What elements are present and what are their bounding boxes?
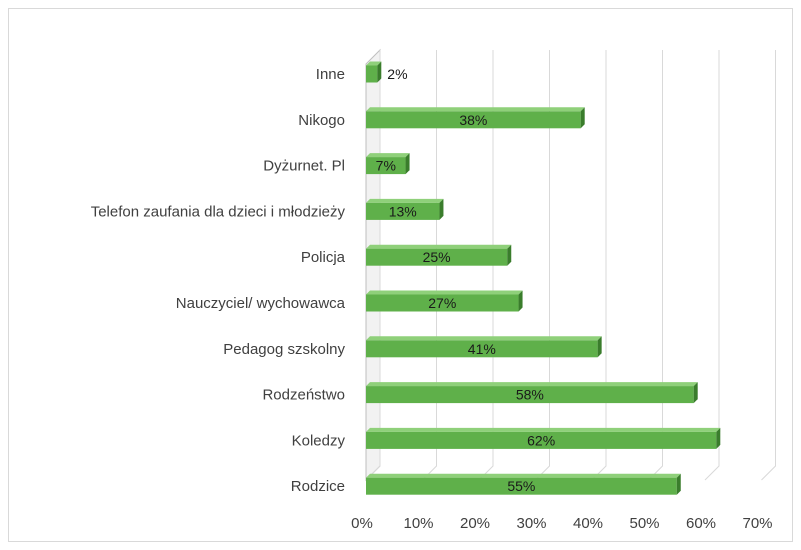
bar — [366, 202, 440, 220]
bar-side — [597, 336, 602, 358]
bar-group: 7% — [366, 153, 410, 175]
bar-side — [377, 61, 382, 83]
x-tick-label: 0% — [351, 515, 373, 532]
x-tick-label: 60% — [686, 515, 716, 532]
bar-side — [439, 198, 444, 220]
bar — [366, 294, 519, 312]
bar-side — [580, 107, 585, 129]
x-tick-labels: 0% 10% 20% 30% 40% 50% 60% 70% — [351, 515, 772, 532]
bar-group: 25% — [366, 244, 512, 266]
bar — [366, 431, 717, 449]
category-label: Telefon zaufania dla dzieci i młodzieży — [91, 203, 346, 220]
bar-top — [366, 153, 410, 158]
bar-group: 62% — [366, 427, 721, 449]
bar — [366, 477, 677, 495]
bar-group: 27% — [366, 290, 523, 312]
bar-top — [366, 427, 721, 432]
bar-value-label: 62% — [527, 432, 555, 448]
bar-value-label: 2% — [387, 66, 407, 82]
bar-group: 38% — [366, 107, 585, 129]
bar-top — [366, 244, 512, 249]
x-tick-label: 30% — [516, 515, 546, 532]
gridline — [648, 50, 663, 481]
category-label: Rodzice — [291, 478, 345, 495]
x-tick-label: 20% — [460, 515, 490, 532]
category-label: Koledzy — [292, 432, 346, 449]
bar-value-label: 7% — [376, 158, 396, 174]
bar-group: 55% — [366, 473, 681, 495]
bar — [366, 386, 694, 404]
gridline — [761, 50, 776, 481]
bar-value-label: 41% — [468, 341, 496, 357]
bar-value-label: 55% — [507, 478, 535, 494]
bar — [366, 340, 598, 358]
bar — [366, 157, 406, 175]
x-tick-label: 50% — [629, 515, 659, 532]
x-tick-label: 10% — [403, 515, 433, 532]
bar-top — [366, 61, 382, 66]
gridline — [704, 50, 720, 481]
chart-frame — [8, 8, 793, 542]
bar-top — [366, 107, 585, 112]
category-label: Pedagog szskolny — [223, 341, 345, 358]
bar — [366, 65, 378, 83]
bar-value-label: 25% — [423, 249, 451, 265]
bar-group: 13% — [366, 198, 444, 220]
category-label: Policja — [301, 249, 346, 266]
bar-value-label: 38% — [459, 112, 487, 128]
category-label: Nauczyciel/ wychowawca — [176, 295, 346, 312]
bar-side — [507, 244, 512, 266]
bar — [366, 248, 508, 266]
category-labels: Inne Nikogo Dyżurnet. Pl Telefon zaufania d… — [91, 66, 346, 495]
bar-top — [366, 198, 444, 203]
bar — [366, 111, 581, 129]
x-tick-label: 40% — [573, 515, 603, 532]
bars: 2% 38% 7% 13% 25% 27% 41% 58% 62% 55% — [366, 61, 721, 495]
bar-top — [366, 336, 602, 341]
bar-top — [366, 290, 523, 295]
bar-side — [405, 153, 410, 175]
category-label: Dyżurnet. Pl — [263, 158, 345, 175]
bar-value-label: 58% — [516, 387, 544, 403]
bar-top — [366, 382, 698, 387]
bar-value-label: 27% — [428, 295, 456, 311]
bar-group: 2% — [366, 61, 408, 83]
category-label: Rodzeństwo — [262, 387, 345, 404]
bar-value-label: 13% — [389, 203, 417, 219]
bar-top — [366, 473, 681, 478]
category-label: Inne — [316, 66, 345, 83]
bar-side — [518, 290, 523, 312]
x-tick-label: 70% — [742, 515, 772, 532]
bar-side — [716, 427, 721, 449]
bar-group: 41% — [366, 336, 602, 358]
category-label: Nikogo — [298, 112, 345, 129]
bar-group: 58% — [366, 382, 698, 404]
bar-side — [693, 382, 698, 404]
gridline — [591, 50, 607, 481]
bar-side — [676, 473, 681, 495]
